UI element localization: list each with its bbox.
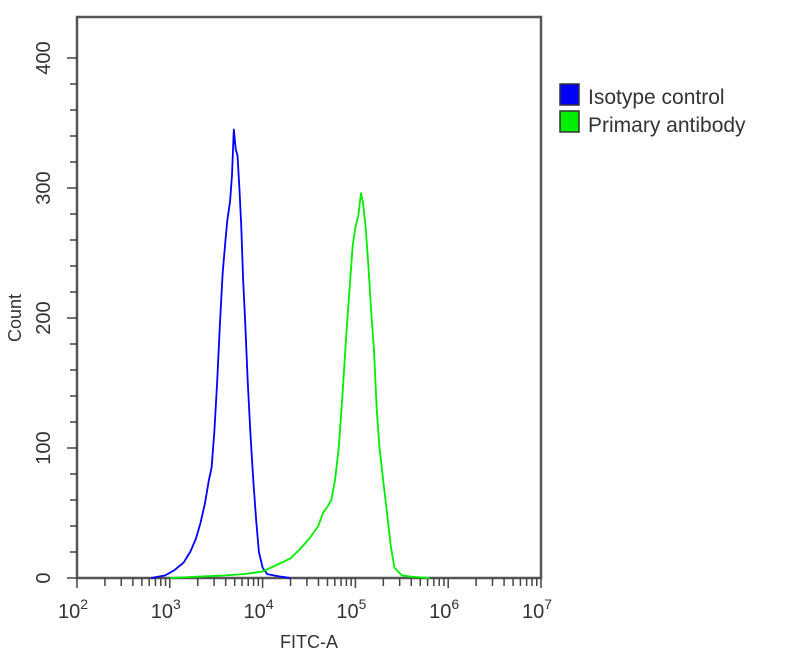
y-axis-title: Count — [5, 294, 25, 342]
legend: Isotype control Primary antibody — [559, 83, 746, 137]
legend-label: Primary antibody — [588, 114, 746, 137]
legend-swatch-green — [559, 110, 580, 133]
y-tick-label: 0 — [33, 572, 55, 583]
legend-item-isotype: Isotype control — [559, 83, 725, 109]
x-axis-title: FITC-A — [280, 632, 338, 652]
y-tick-label: 200 — [33, 301, 55, 334]
x-axis: 102 103 104 105 106 107 — [58, 578, 552, 623]
legend-swatch-blue — [559, 83, 580, 106]
x-tick-label: 105 — [336, 596, 366, 623]
x-tick-label: 104 — [244, 596, 274, 623]
isotype-control-curve — [151, 128, 291, 579]
y-tick-label: 300 — [33, 171, 55, 204]
x-tick-label: 103 — [151, 596, 181, 623]
x-tick-label: 102 — [58, 596, 88, 623]
plot-frame — [75, 15, 543, 580]
x-tick-label: 106 — [429, 596, 459, 623]
y-tick-label: 100 — [33, 431, 55, 464]
legend-label: Isotype control — [588, 86, 725, 109]
y-axis: 0 100 200 300 400 — [33, 41, 77, 584]
histogram-curves — [151, 128, 430, 579]
primary-antibody-curve — [169, 192, 430, 579]
legend-item-primary: Primary antibody — [559, 110, 746, 137]
x-tick-label: 107 — [522, 596, 552, 623]
y-tick-label: 400 — [33, 41, 55, 74]
